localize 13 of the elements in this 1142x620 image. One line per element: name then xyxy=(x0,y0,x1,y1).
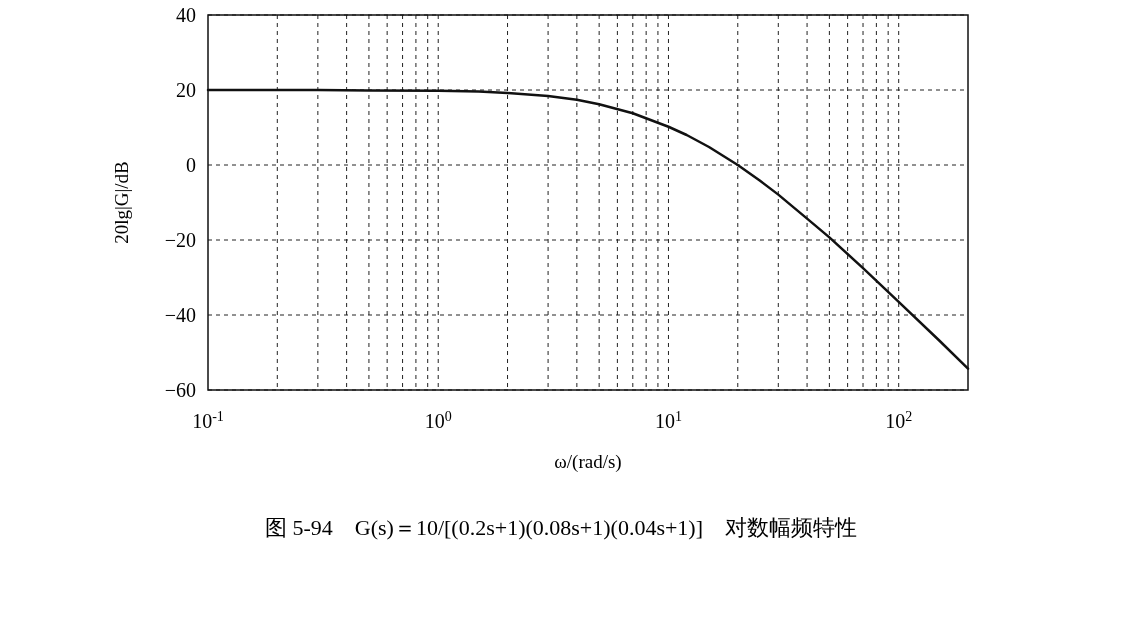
y-tick-label: 20 xyxy=(176,79,196,101)
x-tick-label: 10$^{-1}$ xyxy=(192,408,224,432)
y-tick-label: −20 xyxy=(164,229,196,251)
y-tick-label: 40 xyxy=(176,4,196,26)
caption: 图 5-94 G(s)＝10/[(0.2s+1)(0.08s+1)(0.04s+1)] 对数幅频特性 xyxy=(264,515,858,540)
y-axis-title: 20lg|G|/dB xyxy=(111,161,132,244)
x-tick-label: 10$^{0}$ xyxy=(424,408,452,432)
x-tick-label: 10$^{2}$ xyxy=(885,408,913,432)
x-axis-title: ω/(rad/s) xyxy=(554,451,622,473)
y-tick-label: −60 xyxy=(164,379,196,401)
y-tick-label: 0 xyxy=(186,154,196,176)
x-tick-label: 10$^{1}$ xyxy=(654,408,682,432)
y-tick-label: −40 xyxy=(164,304,196,326)
